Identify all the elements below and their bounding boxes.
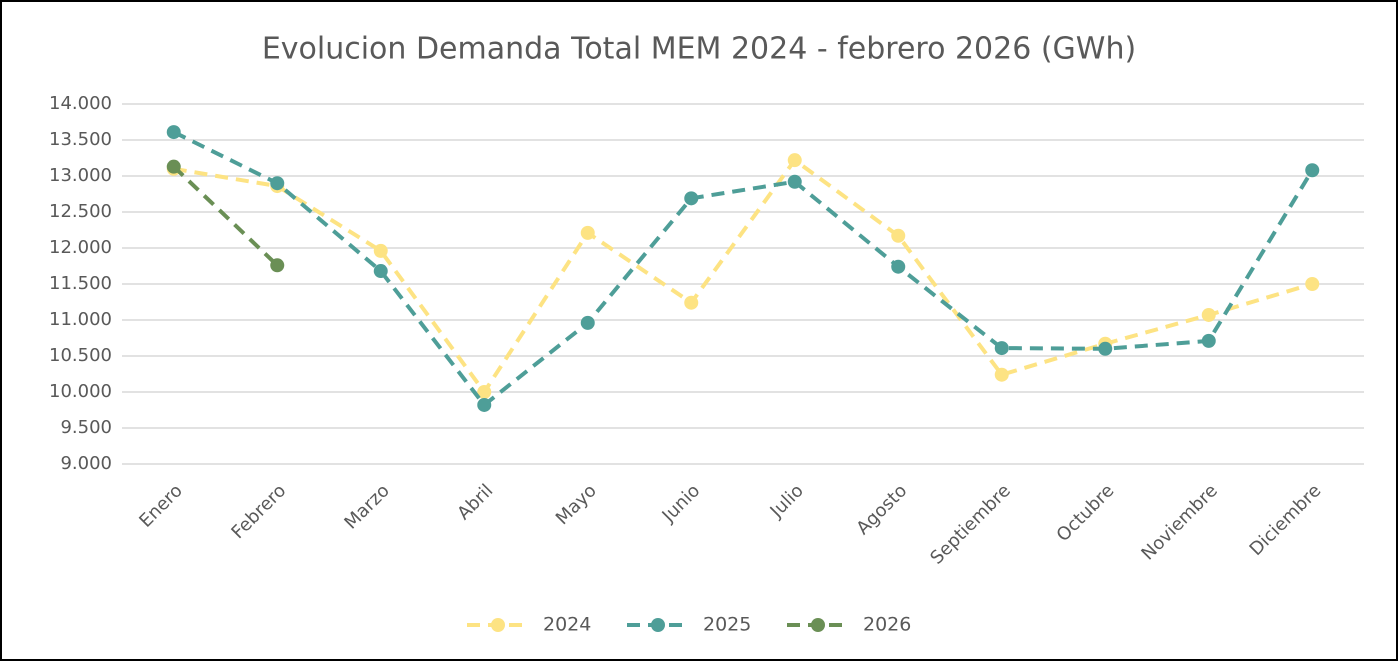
legend-label: 2024	[543, 614, 591, 636]
y-tick-label: 13.000	[49, 165, 112, 186]
data-point	[477, 385, 492, 399]
data-point	[270, 258, 285, 273]
data-point	[1098, 341, 1113, 356]
y-tick-label: 13.500	[49, 129, 112, 150]
data-point	[684, 191, 699, 206]
y-tick-label: 12.500	[49, 201, 112, 222]
y-tick-label: 14.000	[49, 93, 112, 114]
legend-label: 2025	[703, 614, 751, 636]
data-point	[373, 264, 388, 279]
y-tick-label: 11.500	[49, 273, 112, 294]
data-point	[891, 259, 906, 274]
legend-label: 2026	[863, 614, 911, 636]
y-tick-label: 10.500	[49, 345, 112, 366]
y-tick-label: 12.000	[49, 237, 112, 258]
data-point	[1201, 307, 1216, 322]
data-point	[1305, 277, 1320, 291]
legend-marker	[491, 618, 505, 632]
data-point	[477, 397, 492, 412]
data-point	[891, 228, 906, 243]
legend-marker	[651, 618, 665, 632]
series-line	[173, 157, 1313, 396]
series-line	[172, 130, 1314, 408]
data-point	[373, 243, 388, 258]
series-line	[172, 165, 279, 267]
chart-title: Evolucion Demanda Total MEM 2024 - febre…	[262, 32, 1136, 67]
data-point	[580, 315, 595, 330]
data-point	[1305, 163, 1320, 178]
legend-marker	[811, 618, 825, 632]
data-point	[270, 176, 285, 191]
data-point	[580, 225, 595, 240]
data-point	[787, 174, 802, 189]
data-point	[994, 341, 1009, 356]
data-point	[787, 153, 802, 168]
y-tick-label: 9.000	[60, 453, 112, 474]
y-tick-label: 9.500	[60, 417, 112, 438]
data-point	[1201, 333, 1216, 348]
y-tick-label: 11.000	[49, 309, 112, 330]
data-point	[994, 367, 1009, 382]
data-point	[684, 295, 699, 310]
y-tick-label: 10.000	[49, 381, 112, 402]
data-point	[166, 159, 181, 174]
data-point	[166, 125, 181, 140]
